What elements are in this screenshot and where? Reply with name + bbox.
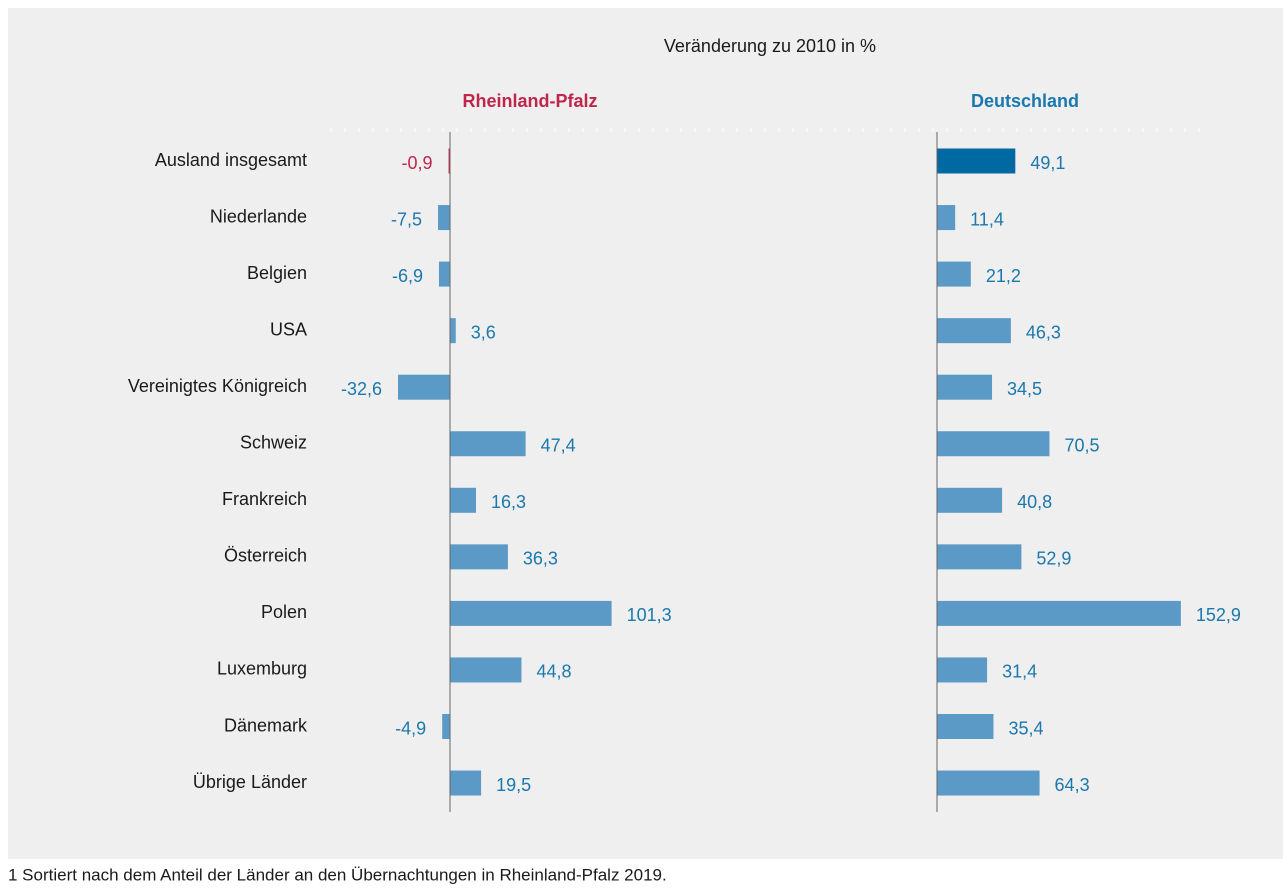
value-label: 101,3 bbox=[627, 605, 672, 625]
category-label: Österreich bbox=[224, 546, 307, 566]
value-label: 44,8 bbox=[536, 662, 571, 682]
value-label: 46,3 bbox=[1026, 322, 1061, 342]
value-label: -4,9 bbox=[395, 718, 426, 738]
value-label: 49,1 bbox=[1030, 153, 1065, 173]
value-label: 11,4 bbox=[970, 209, 1004, 229]
bar bbox=[937, 205, 956, 231]
bar bbox=[448, 148, 451, 174]
bar bbox=[937, 374, 993, 400]
bar bbox=[937, 261, 971, 287]
value-label: 3,6 bbox=[471, 322, 496, 342]
value-label: 152,9 bbox=[1196, 605, 1241, 625]
bar bbox=[937, 714, 994, 739]
category-label: Übrige Länder bbox=[193, 772, 307, 792]
category-label: Belgien bbox=[247, 263, 307, 283]
bar bbox=[450, 318, 456, 344]
bar bbox=[937, 431, 1050, 457]
panel-title: Rheinland-Pfalz bbox=[462, 91, 597, 111]
value-label: 16,3 bbox=[491, 492, 526, 512]
bar bbox=[450, 431, 526, 457]
category-label: Frankreich bbox=[222, 489, 307, 509]
background bbox=[8, 8, 1283, 859]
value-label: 34,5 bbox=[1007, 379, 1042, 399]
value-label: 19,5 bbox=[496, 775, 531, 795]
bar bbox=[937, 148, 1016, 174]
bar bbox=[398, 374, 450, 400]
value-label: 70,5 bbox=[1064, 436, 1099, 456]
category-label: Schweiz bbox=[240, 433, 307, 453]
value-label: 31,4 bbox=[1002, 662, 1037, 682]
value-label: -7,5 bbox=[391, 209, 422, 229]
category-label: USA bbox=[270, 319, 307, 339]
bar bbox=[937, 770, 1040, 796]
chart-title: Veränderung zu 2010 in % bbox=[664, 36, 876, 56]
bar bbox=[450, 770, 482, 796]
bar bbox=[937, 657, 988, 683]
value-label: 52,9 bbox=[1036, 549, 1071, 569]
value-label: -6,9 bbox=[392, 266, 423, 286]
bar bbox=[450, 657, 522, 683]
value-label: -0,9 bbox=[402, 153, 433, 173]
value-label: 35,4 bbox=[1008, 718, 1043, 738]
bar bbox=[937, 544, 1022, 570]
bar bbox=[937, 600, 1181, 626]
value-label: 64,3 bbox=[1055, 775, 1090, 795]
bar bbox=[438, 205, 450, 231]
category-label: Luxemburg bbox=[217, 659, 307, 679]
bar bbox=[937, 487, 1003, 513]
category-label: Polen bbox=[261, 602, 307, 622]
bar bbox=[937, 318, 1011, 344]
category-label: Ausland insgesamt bbox=[155, 150, 307, 170]
category-label: Dänemark bbox=[224, 715, 308, 735]
value-label: -32,6 bbox=[341, 379, 382, 399]
bar bbox=[450, 600, 612, 626]
bar bbox=[450, 487, 476, 513]
value-label: 40,8 bbox=[1017, 492, 1052, 512]
category-label: Niederlande bbox=[210, 206, 307, 226]
bar bbox=[438, 261, 450, 287]
value-label: 36,3 bbox=[523, 549, 558, 569]
footnote: 1 Sortiert nach dem Anteil der Länder an… bbox=[8, 865, 667, 884]
category-label: Vereinigtes Königreich bbox=[128, 376, 307, 396]
value-label: 47,4 bbox=[541, 436, 576, 456]
value-label: 21,2 bbox=[986, 266, 1021, 286]
bar bbox=[442, 714, 450, 739]
panel-title: Deutschland bbox=[971, 91, 1079, 111]
bar bbox=[450, 544, 508, 570]
